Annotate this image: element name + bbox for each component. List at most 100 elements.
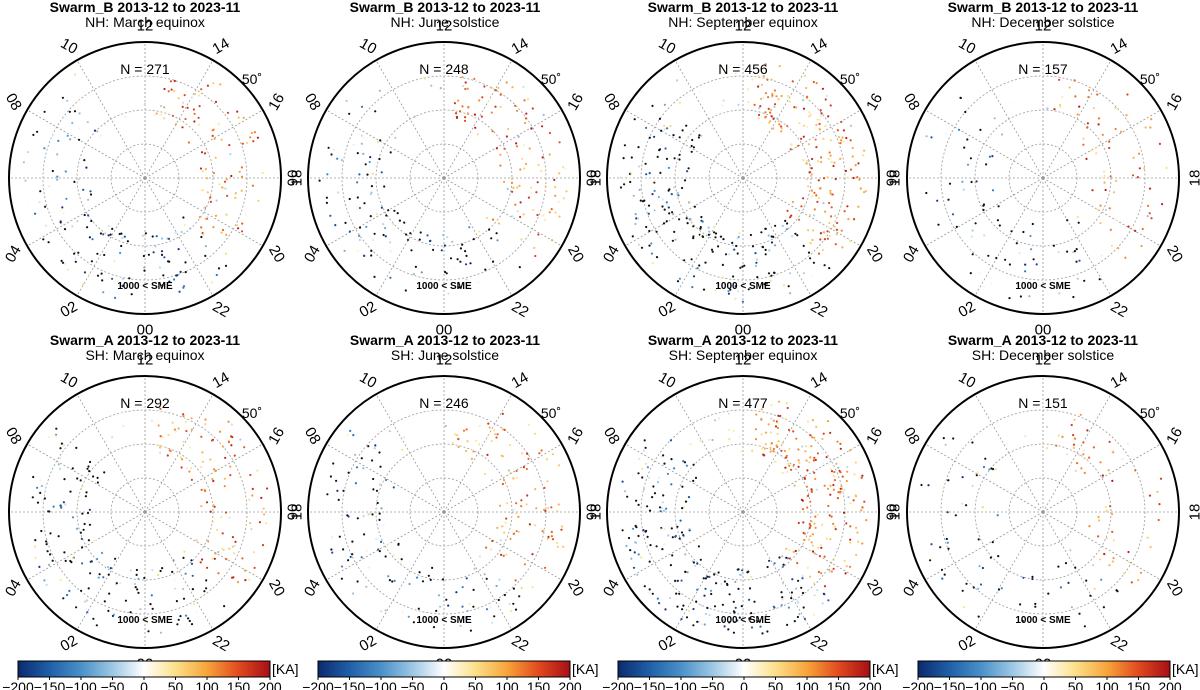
panel-6-point: [490, 440, 493, 443]
panel-1-point: [64, 262, 67, 265]
panel-3-point: [637, 165, 641, 168]
panel-2-point: [458, 110, 462, 113]
panel-7-point: [662, 494, 665, 497]
panel-3-point: [698, 264, 701, 267]
colorbar-1-unit: [KA]: [272, 661, 298, 677]
panel-7-point: [646, 535, 649, 539]
panel-1-point: [159, 114, 162, 117]
panel-3-point: [803, 74, 806, 77]
panel-5-point: [179, 615, 182, 618]
panel-3-point: [722, 74, 725, 77]
panel-7-point: [655, 545, 658, 548]
panel-2-point: [499, 153, 502, 156]
panel-8-point: [1112, 539, 1115, 542]
panel-7-point: [723, 580, 727, 583]
panel-7-point: [797, 579, 800, 582]
panel-1-point: [206, 215, 209, 219]
panel-7-point: [760, 418, 763, 421]
panel-4-mlt-spoke-2: [974, 177, 1044, 296]
panel-6-point: [344, 488, 347, 491]
panel-7-point: [805, 445, 808, 448]
panel-7-point: [676, 525, 679, 528]
panel-7-point: [684, 500, 688, 503]
panel-6-mlt-spoke-16: [443, 443, 562, 513]
panel-4-point: [1136, 176, 1139, 179]
panel-6-point: [485, 546, 488, 549]
panel-3-point: [693, 205, 697, 208]
panel-6-point: [336, 489, 339, 492]
panel-3-point: [807, 251, 811, 254]
panel-7-point: [670, 458, 673, 461]
panel-7-point: [849, 525, 852, 528]
panel-1-point: [213, 137, 216, 140]
panel-7-point: [796, 599, 799, 602]
panel-4-point: [1087, 89, 1091, 92]
panel-5-point: [80, 537, 83, 540]
panel-7-point: [865, 519, 868, 522]
panel-3-point: [829, 104, 832, 107]
panel-7-point: [840, 485, 843, 488]
panel-5-point: [184, 420, 187, 424]
panel-4-point: [1086, 122, 1089, 125]
panel-8-point: [1067, 581, 1070, 585]
panel-1-point: [203, 152, 207, 155]
panel-3-point: [714, 289, 717, 292]
panel-8-mlt-label-12: 12: [1035, 352, 1052, 369]
panel-8-point: [947, 547, 950, 550]
panel-8-point: [965, 504, 968, 507]
panel-5-point: [36, 501, 40, 504]
panel-3-point: [738, 281, 741, 284]
panel-5-point: [209, 458, 212, 461]
panel-1-mlt-label-18: 18: [289, 170, 306, 187]
panel-2-point: [528, 147, 531, 150]
panel-5-point: [139, 608, 142, 611]
panel-7-point: [792, 463, 796, 466]
panel-8-point: [939, 546, 942, 549]
panel-4-point: [998, 224, 1001, 227]
panel-2-point: [499, 164, 502, 167]
panel-4-point: [982, 208, 985, 212]
panel-7-point: [659, 528, 662, 531]
panel-5-point: [204, 418, 207, 421]
panel-8-point: [945, 537, 948, 541]
panel-3-point: [815, 82, 818, 85]
panel-6-point: [495, 436, 498, 439]
panel-1-point: [191, 96, 194, 99]
panel-5-point: [224, 456, 227, 459]
panel-title-1: Swarm_B 2013-12 to 2023-11 NH: March equ…: [0, 0, 295, 30]
panel-8-point: [1078, 612, 1081, 615]
panel-1-point: [218, 183, 221, 186]
panel-4-point: [1097, 123, 1100, 126]
panel-2-point: [524, 121, 527, 125]
panel-5-point: [83, 522, 86, 526]
panel-1-point: [69, 138, 72, 141]
panel-7-point: [685, 464, 689, 467]
panel-7-point: [779, 414, 782, 418]
panel-7-point: [644, 446, 647, 449]
panel-6-point: [362, 515, 365, 518]
panel-3-point: [826, 225, 830, 229]
panel-7-point: [725, 582, 729, 586]
panel-2-mlt-spoke-4: [326, 177, 445, 247]
panel-7-point: [764, 613, 768, 616]
panel-8-mlt-spoke-20: [1042, 511, 1161, 581]
panel-6-point: [546, 480, 549, 483]
panel-7-point: [680, 531, 684, 534]
panel-1-point: [249, 136, 252, 139]
panel-5-point: [171, 421, 174, 424]
panel-3-point: [777, 86, 780, 90]
panel-7-point: [642, 449, 645, 452]
panel-6-point: [362, 467, 365, 470]
panel-4-point: [1077, 221, 1080, 224]
panel-3-point: [673, 230, 676, 233]
panel-3-point: [825, 94, 828, 97]
panel-7-point: [769, 450, 772, 453]
colorbar-4-unit: [KA]: [1172, 661, 1198, 677]
panel-3-point: [803, 124, 806, 127]
panel-8-point: [997, 555, 1000, 558]
panel-3-point: [645, 225, 648, 229]
panel-7-point: [814, 515, 817, 518]
panel-3-point: [663, 128, 666, 131]
panel-7-point: [830, 468, 833, 471]
panel-8-point: [955, 554, 958, 558]
